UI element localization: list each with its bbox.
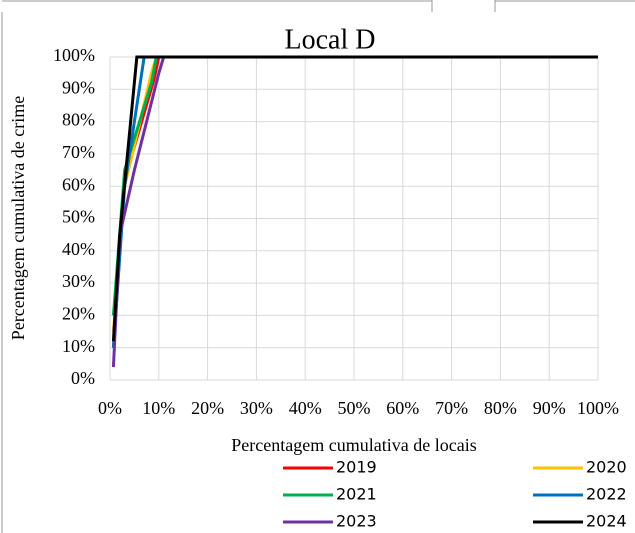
y-tick-label: 40% xyxy=(62,239,95,259)
legend-label: 2021 xyxy=(336,485,377,504)
data-line xyxy=(111,55,598,368)
x-tick-label: 100% xyxy=(577,398,619,418)
y-tick-label: 100% xyxy=(53,45,95,65)
x-tick-label: 10% xyxy=(142,398,175,418)
data-line xyxy=(111,55,598,348)
y-tick-label: 50% xyxy=(62,207,95,227)
data-line xyxy=(111,55,598,348)
x-tick-label: 80% xyxy=(484,398,517,418)
data-line xyxy=(111,55,598,332)
y-tick-label: 30% xyxy=(62,271,95,291)
y-tick-label: 10% xyxy=(62,336,95,356)
x-tick-label: 40% xyxy=(289,398,322,418)
y-tick-label: 20% xyxy=(62,304,95,324)
x-tick-label: 30% xyxy=(240,398,273,418)
y-axis-label: Percentagem cumulativa de crime xyxy=(8,96,28,340)
legend-label: 2024 xyxy=(586,512,627,531)
data-line xyxy=(111,55,598,342)
x-tick-label: 0% xyxy=(98,398,122,418)
y-tick-label: 90% xyxy=(62,77,95,97)
chart-title: Local D xyxy=(285,24,376,55)
y-tick-label: 80% xyxy=(62,110,95,130)
legend-label: 2020 xyxy=(586,458,627,477)
legend-label: 2019 xyxy=(336,458,377,477)
x-tick-label: 50% xyxy=(338,398,371,418)
y-tick-label: 0% xyxy=(71,368,95,388)
x-tick-label: 70% xyxy=(435,398,468,418)
x-tick-label: 90% xyxy=(533,398,566,418)
y-tick-label: 60% xyxy=(62,174,95,194)
legend-label: 2022 xyxy=(586,485,627,504)
x-tick-label: 20% xyxy=(191,398,224,418)
x-tick-label: 60% xyxy=(386,398,419,418)
y-tick-label: 70% xyxy=(62,142,95,162)
x-axis-label: Percentagem cumulativa de locais xyxy=(231,435,476,455)
legend-label: 2023 xyxy=(336,512,377,531)
